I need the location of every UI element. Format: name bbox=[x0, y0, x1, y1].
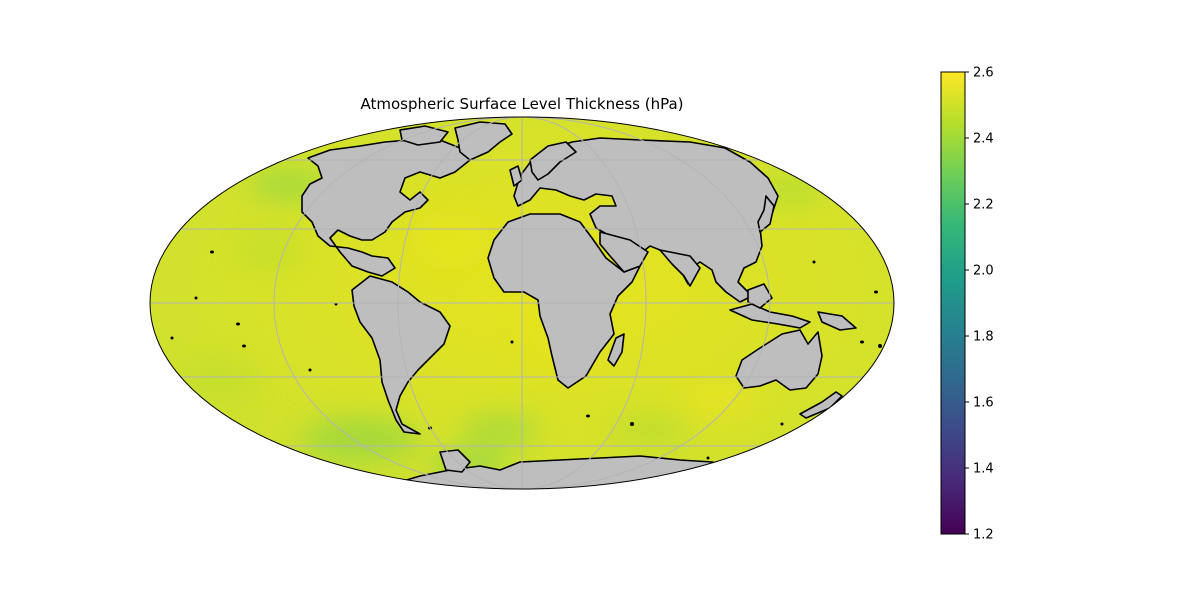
colorbar-tick-label: 2.0 bbox=[973, 264, 994, 279]
australia bbox=[735, 329, 823, 391]
scandinavia bbox=[529, 141, 577, 181]
arabia bbox=[599, 231, 649, 273]
colorbar-tick-label: 2.2 bbox=[973, 198, 994, 213]
colorbar-tick-label: 2.4 bbox=[973, 132, 994, 147]
eurasia bbox=[513, 137, 779, 303]
madagascar bbox=[607, 333, 625, 367]
colorbar-tick-label: 1.6 bbox=[973, 396, 994, 411]
greenland bbox=[454, 121, 513, 161]
india bbox=[659, 249, 701, 287]
map-boundary bbox=[149, 116, 895, 490]
colorbar-tick-label: 1.2 bbox=[973, 528, 994, 543]
colorbar: 1.2 1.4 1.6 1.8 2.0 2.2 2.4 2.6 bbox=[940, 66, 994, 543]
colorbar-ticks: 1.2 1.4 1.6 1.8 2.0 2.2 2.4 2.6 bbox=[965, 66, 994, 543]
japan bbox=[757, 195, 775, 233]
map-title: Atmospheric Surface Level Thickness (hPa… bbox=[360, 95, 683, 113]
graticule bbox=[150, 117, 894, 489]
world-map bbox=[150, 117, 894, 489]
colorbar-tick-label: 2.6 bbox=[973, 66, 994, 81]
africa bbox=[487, 213, 641, 389]
colorbar-tick-label: 1.4 bbox=[973, 462, 994, 477]
south-america bbox=[351, 275, 451, 435]
colorbar-tick-label: 1.8 bbox=[973, 330, 994, 345]
new-guinea bbox=[817, 311, 857, 331]
colorbar-gradient bbox=[940, 71, 966, 535]
